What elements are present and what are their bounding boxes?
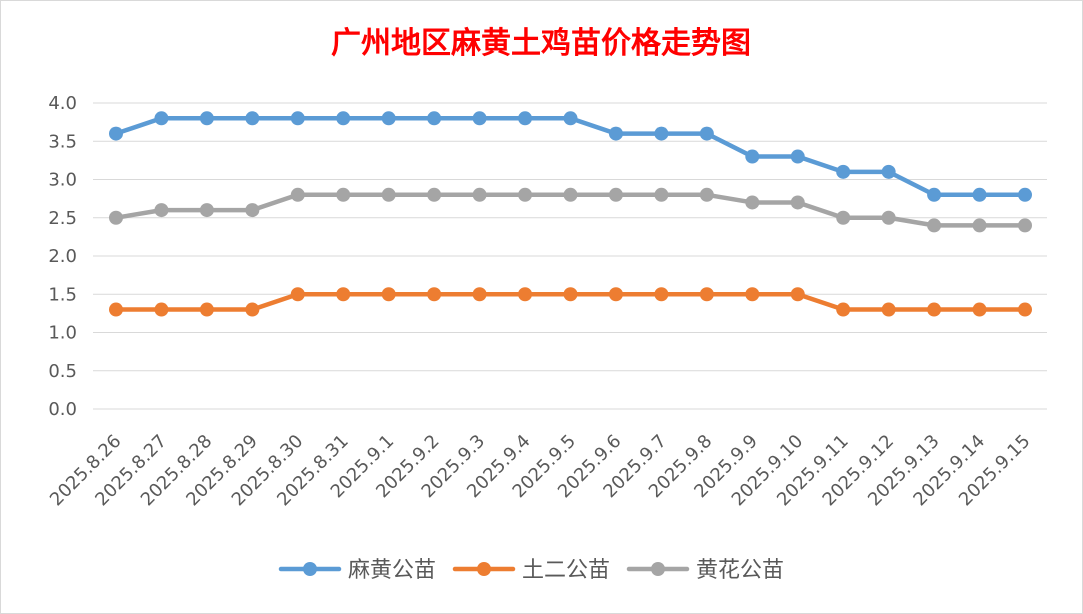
data-point (836, 164, 851, 179)
data-point (563, 111, 578, 126)
data-point (745, 287, 760, 302)
data-point (745, 149, 760, 164)
y-axis-ticks: 0.0 0.5 1.0 1.5 2.0 2.5 3.0 3.5 4.0 (48, 93, 77, 420)
gridlines (93, 102, 1047, 410)
data-point (109, 302, 123, 317)
data-point (927, 302, 942, 317)
data-point (381, 287, 396, 302)
data-point (472, 187, 487, 202)
chart-title: 广州地区麻黄土鸡苗价格走势图 (331, 26, 751, 61)
data-point (654, 126, 669, 141)
y-tick-label: 2.5 (48, 208, 77, 229)
data-point (109, 126, 123, 141)
data-point (154, 203, 169, 218)
data-point (199, 111, 214, 126)
data-point (745, 195, 760, 210)
data-point (654, 187, 669, 202)
legend-marker (303, 562, 317, 576)
data-point (245, 203, 260, 218)
data-point (427, 287, 442, 302)
data-point (654, 287, 669, 302)
data-point (427, 111, 442, 126)
legend-item: 黄花公苗 (626, 558, 784, 583)
x-axis-ticks: 2025.8.262025.8.272025.8.282025.8.292025… (46, 431, 1035, 511)
data-point (290, 111, 305, 126)
data-point (608, 287, 623, 302)
legend-label: 黄花公苗 (696, 558, 784, 583)
data-point (790, 287, 805, 302)
y-tick-label: 0.0 (48, 399, 77, 420)
data-point (336, 187, 351, 202)
series-line (113, 116, 1028, 198)
legend-marker (651, 562, 665, 576)
data-point (154, 111, 169, 126)
data-point (381, 111, 396, 126)
data-point (290, 287, 305, 302)
data-point (972, 187, 987, 202)
legend-item: 麻黄公苗 (278, 558, 436, 583)
y-tick-label: 3.0 (48, 170, 77, 191)
series-2 (109, 287, 1032, 317)
data-point (790, 149, 805, 164)
data-point (518, 287, 533, 302)
y-tick-label: 3.5 (48, 131, 77, 152)
legend-item: 土二公苗 (452, 558, 610, 583)
legend-marker (477, 562, 491, 576)
data-point (790, 195, 805, 210)
data-point (699, 187, 714, 202)
y-tick-label: 0.5 (48, 361, 77, 382)
data-point (199, 203, 214, 218)
data-point (336, 287, 351, 302)
data-point (608, 126, 623, 141)
data-point (927, 187, 942, 202)
y-tick-label: 1.5 (48, 284, 77, 305)
data-point (109, 210, 123, 225)
data-point (972, 218, 987, 233)
data-point (199, 302, 214, 317)
data-point (290, 187, 305, 202)
data-point (881, 164, 896, 179)
data-point (836, 302, 851, 317)
data-point (472, 287, 487, 302)
data-point (699, 126, 714, 141)
y-tick-label: 2.0 (48, 246, 77, 267)
data-point (1018, 302, 1032, 317)
data-point (608, 187, 623, 202)
data-point (472, 111, 487, 126)
data-point (699, 287, 714, 302)
legend: 麻黄公苗 土二公苗 黄花公苗 (278, 558, 784, 583)
series-1 (109, 111, 1032, 202)
legend-label: 麻黄公苗 (348, 558, 436, 583)
data-point (154, 302, 169, 317)
y-tick-label: 4.0 (48, 93, 77, 114)
data-point (972, 302, 987, 317)
series-3 (109, 187, 1032, 233)
data-point (836, 210, 851, 225)
series-layer (109, 111, 1032, 317)
data-point (245, 302, 260, 317)
data-point (927, 218, 942, 233)
data-point (1018, 218, 1032, 233)
data-point (563, 287, 578, 302)
y-tick-label: 1.0 (48, 323, 77, 344)
data-point (563, 187, 578, 202)
data-point (381, 187, 396, 202)
legend-label: 土二公苗 (522, 558, 610, 583)
data-point (245, 111, 260, 126)
data-point (1018, 187, 1032, 202)
data-point (518, 187, 533, 202)
data-point (881, 302, 896, 317)
data-point (881, 210, 896, 225)
data-point (336, 111, 351, 126)
data-point (427, 187, 442, 202)
data-point (518, 111, 533, 126)
